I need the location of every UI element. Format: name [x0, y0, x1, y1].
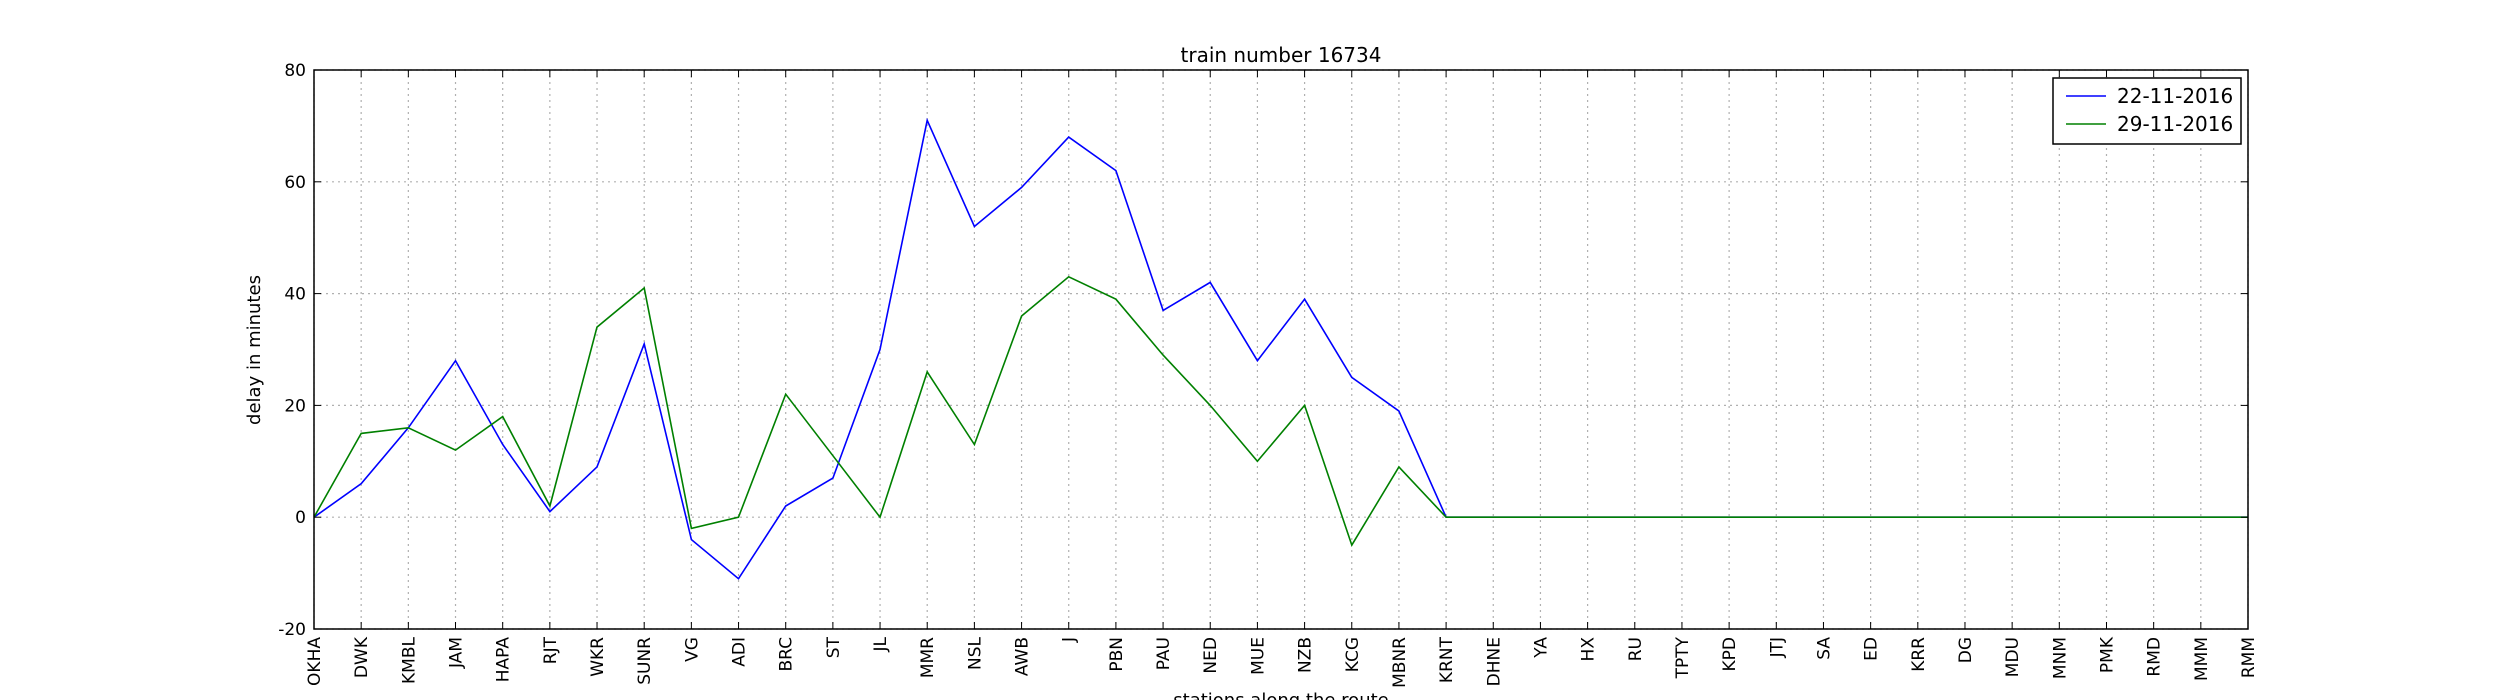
chart-title: train number 16734 — [1181, 43, 1382, 67]
x-tick-label: NED — [1201, 637, 1221, 674]
x-tick-label: RMD — [2145, 637, 2165, 677]
x-tick-label: ED — [1862, 637, 1882, 661]
grid-lines — [313, 69, 2249, 630]
x-tick-label: MMR — [918, 637, 938, 678]
legend-box — [2052, 77, 2242, 145]
x-axis-label: stations along the route — [1173, 690, 1388, 700]
y-tick-label: 80 — [284, 61, 306, 81]
x-tick-label: JTJ — [1767, 637, 1787, 658]
x-tick-label: MBNR — [1390, 637, 1410, 688]
x-tick-label: ADI — [730, 637, 750, 667]
x-tick-label: KPD — [1720, 637, 1740, 672]
x-axis: OKHA DWK KMBL JAM HAPA RJT WKR SUNR VG ADI BRC ST JL… — [305, 70, 2259, 688]
x-tick-label: J — [1060, 637, 1080, 643]
x-tick-label: PMK — [2097, 636, 2117, 673]
x-tick-label: RJT — [541, 636, 561, 664]
plot-area-frame — [313, 69, 2249, 630]
x-tick-label: MUE — [1248, 637, 1268, 675]
legend-label-2: 29-11-2016 — [2117, 112, 2233, 136]
y-axis-label: delay in minutes — [244, 275, 265, 425]
x-tick-label: SA — [1814, 637, 1834, 660]
x-tick-label: PAU — [1154, 637, 1174, 670]
x-tick-label: KRR — [1909, 637, 1929, 672]
x-tick-label: ST — [824, 636, 844, 658]
y-tick-label: 40 — [284, 285, 306, 305]
x-tick-label: OKHA — [305, 637, 325, 686]
x-tick-label: NSL — [965, 636, 985, 670]
x-tick-label: JAM — [447, 637, 467, 669]
y-tick-label: -20 — [278, 620, 306, 640]
x-tick-label: KMBL — [399, 636, 419, 683]
x-tick-label: DHNE — [1484, 637, 1504, 686]
legend-label-1: 22-11-2016 — [2117, 84, 2233, 108]
x-tick-label: RU — [1626, 637, 1646, 661]
y-axis: -20 0 20 40 60 80 — [278, 61, 2248, 640]
x-tick-label: BRC — [777, 637, 797, 672]
legend: 22-11-2016 29-11-2016 — [2052, 77, 2242, 145]
x-tick-label: YA — [1531, 637, 1551, 659]
x-tick-label: VG — [682, 637, 702, 662]
series-line-2 — [313, 275, 2248, 547]
x-tick-label: HAPA — [494, 637, 514, 683]
x-tick-label: KRNT — [1437, 636, 1457, 683]
x-tick-label: NZB — [1296, 637, 1316, 673]
x-tick-label: MNM — [2050, 637, 2070, 679]
x-tick-label: SUNR — [635, 637, 655, 685]
x-tick-label: KCG — [1343, 637, 1363, 672]
x-tick-label: MMM — [2192, 637, 2212, 681]
x-tick-label: RMM — [2239, 637, 2259, 678]
y-tick-label: 0 — [295, 508, 306, 528]
x-tick-label: WKR — [588, 637, 608, 677]
x-tick-label: HX — [1579, 637, 1599, 662]
x-tick-label: TPTY — [1673, 636, 1693, 679]
x-tick-label: DG — [1956, 637, 1976, 663]
series-line-1 — [313, 117, 2248, 580]
x-tick-label: JL — [871, 636, 891, 652]
x-tick-label: PBN — [1107, 637, 1127, 672]
x-tick-label: MDU — [2003, 637, 2023, 677]
x-tick-label: AWB — [1013, 637, 1033, 676]
y-tick-label: 60 — [284, 173, 306, 193]
x-tick-label: DWK — [352, 636, 372, 678]
y-tick-label: 20 — [284, 396, 306, 416]
series-lines — [313, 117, 2248, 580]
